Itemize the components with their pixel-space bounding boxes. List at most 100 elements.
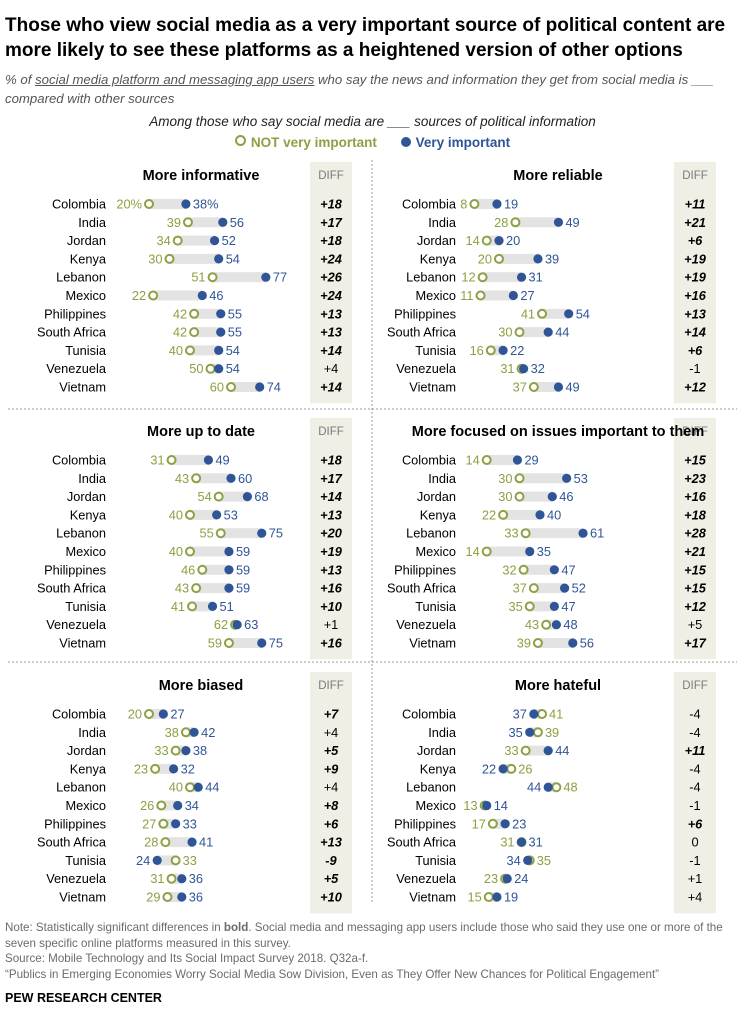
data-label-very: 53 — [574, 471, 588, 486]
country-label: Lebanon — [56, 780, 106, 795]
point-not-very-important — [223, 638, 234, 648]
subtitle-prefix: % of — [5, 72, 36, 87]
country-label: Philippines — [44, 816, 106, 831]
data-label-not: 13 — [463, 798, 477, 813]
point-very-important — [543, 327, 553, 337]
country-label: Colombia — [402, 453, 457, 468]
range-bar — [503, 509, 540, 520]
diff-value: +4 — [324, 780, 339, 795]
brand-logo-text: PEW RESEARCH CENTER — [5, 991, 162, 1005]
data-label-very: 55 — [228, 325, 242, 340]
data-label-not: 37 — [513, 380, 527, 395]
legend-label-very: Very important — [415, 135, 511, 150]
data-label-not: 22 — [132, 288, 146, 303]
diff-column-bg — [674, 162, 716, 404]
diff-header: DIFF — [318, 680, 344, 692]
data-label-not: 43 — [175, 581, 189, 596]
point-not-very-important — [485, 345, 496, 356]
data-label-very: 46 — [559, 489, 573, 504]
range-bar — [169, 253, 219, 264]
point-very-important — [482, 800, 492, 811]
subtitle-link[interactable]: social media platform and messaging app … — [35, 72, 315, 87]
range-bar — [218, 491, 248, 502]
point-not-very-important — [514, 327, 525, 338]
data-label-not: 41 — [549, 707, 563, 722]
data-label-very: 31 — [529, 270, 543, 285]
point-very-important — [189, 727, 199, 737]
data-label-very: 37 — [513, 707, 527, 722]
notes: Note: Statistically significant differen… — [5, 920, 740, 982]
point-not-very-important — [551, 782, 562, 793]
range-bar — [523, 564, 555, 575]
diff-value: +18 — [320, 233, 343, 248]
diff-value: +1 — [324, 617, 339, 632]
diff-value: +4 — [688, 890, 703, 905]
data-label-not: 14 — [465, 453, 479, 468]
point-very-important — [562, 473, 572, 483]
data-label-not: 30 — [498, 471, 512, 486]
point-very-important — [512, 455, 523, 465]
country-label: Colombia — [52, 197, 107, 212]
data-label-not: 27 — [142, 816, 156, 831]
point-very-important — [508, 290, 518, 301]
panel-title: More up to date — [147, 424, 255, 440]
country-label: Venezuela — [46, 361, 107, 376]
diff-column-bg — [310, 162, 352, 404]
country-label: India — [78, 471, 107, 486]
source-text: Source: Mobile Technology and Its Social… — [5, 952, 369, 965]
point-very-important — [232, 620, 242, 630]
range-bar — [167, 892, 182, 902]
country-label: Tunisia — [415, 343, 457, 358]
point-not-very-important — [520, 745, 531, 756]
point-very-important — [193, 782, 203, 792]
diff-value: +26 — [320, 270, 343, 285]
country-label: Colombia — [52, 453, 107, 468]
point-very-important — [502, 874, 512, 884]
country-label: Philippines — [44, 562, 106, 577]
point-not-very-important — [160, 837, 171, 848]
point-very-important — [549, 565, 559, 575]
point-very-important — [547, 492, 557, 502]
point-not-very-important — [170, 855, 181, 866]
range-bar — [157, 855, 176, 866]
data-label-very: 38% — [193, 197, 219, 212]
range-bar — [533, 583, 565, 594]
point-not-very-important — [191, 473, 202, 484]
point-very-important — [158, 709, 168, 719]
range-bar — [187, 217, 223, 228]
point-not-very-important — [166, 873, 177, 884]
data-label-very: 54 — [576, 306, 590, 321]
point-very-important — [218, 217, 228, 227]
point-very-important — [553, 382, 564, 392]
data-label-very: 23 — [512, 816, 526, 831]
data-label-very: 27 — [520, 288, 534, 303]
country-label: Kenya — [420, 761, 457, 776]
data-label-very: 14 — [494, 798, 508, 813]
country-label: Mexico — [415, 544, 456, 559]
data-label-very: 56 — [230, 215, 244, 230]
data-label-not: 41 — [171, 599, 185, 614]
data-label-very: 36 — [189, 871, 203, 886]
point-very-important — [535, 510, 545, 520]
data-label-very: 35 — [537, 544, 551, 559]
diff-value: -9 — [325, 853, 337, 868]
diff-header: DIFF — [682, 680, 708, 692]
diff-value: +21 — [684, 544, 706, 559]
data-label-not: 39 — [545, 725, 559, 740]
point-very-important — [177, 892, 187, 902]
data-label-not: 43 — [525, 617, 539, 632]
data-label-very: 40 — [547, 507, 561, 522]
data-label-not: 48 — [563, 780, 577, 795]
data-label-not: 30 — [148, 251, 162, 266]
point-very-important — [212, 510, 222, 520]
diff-value: +15 — [684, 562, 707, 577]
data-label-very: 24 — [514, 871, 528, 886]
data-label-very: 52 — [572, 581, 586, 596]
point-not-very-important — [477, 272, 488, 283]
country-label: Tunisia — [65, 343, 107, 358]
country-label: Kenya — [420, 251, 457, 266]
data-label-not: 38 — [165, 725, 179, 740]
diff-value: -4 — [689, 761, 700, 776]
data-label-not: 33 — [183, 853, 197, 868]
range-bar — [490, 345, 504, 356]
